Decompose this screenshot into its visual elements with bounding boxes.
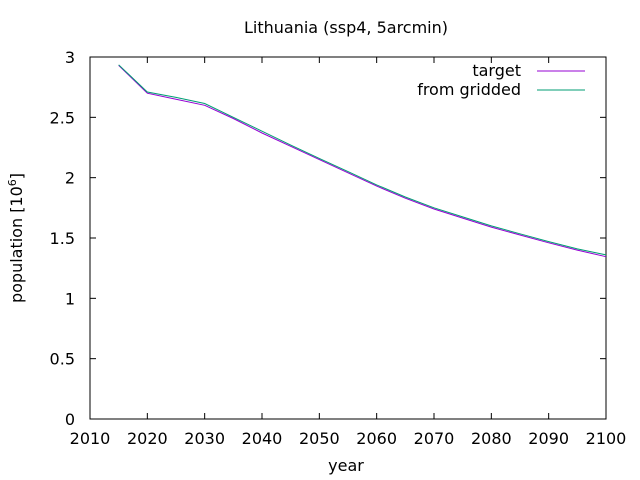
x-tick-label: 2040	[242, 429, 283, 448]
x-tick-label: 2010	[70, 429, 111, 448]
y-tick-label: 2.5	[50, 108, 75, 127]
legend-label-from-gridded: from gridded	[417, 80, 521, 99]
x-tick-label: 2070	[414, 429, 455, 448]
x-axis: 2010 2020 2030 2040 2050 2060 2070 2080 2090 2100	[70, 57, 627, 448]
series-line-target	[118, 65, 607, 258]
y-tick-label: 3	[65, 48, 75, 67]
x-tick-label: 2090	[528, 429, 569, 448]
y-tick-label: 1.5	[50, 229, 75, 248]
y-tick-label: 2	[65, 169, 75, 188]
legend-label-target: target	[472, 61, 521, 80]
x-tick-label: 2050	[299, 429, 340, 448]
chart-title: Lithuania (ssp4, 5arcmin)	[244, 18, 448, 37]
series-line-from-gridded	[118, 64, 607, 256]
y-tick-label: 0	[65, 410, 75, 429]
series-lines	[118, 64, 607, 258]
y-axis-label-close: ]	[7, 173, 26, 179]
x-tick-label: 2100	[586, 429, 627, 448]
x-tick-label: 2020	[127, 429, 168, 448]
y-axis-label-main: population [10	[7, 186, 26, 303]
x-axis-label: year	[328, 456, 364, 475]
x-tick-label: 2060	[356, 429, 397, 448]
x-tick-label: 2080	[471, 429, 512, 448]
y-tick-label: 1	[65, 289, 75, 308]
y-axis-label: population [106]	[6, 173, 26, 303]
y-axis-label-exponent: 6	[6, 179, 19, 186]
x-tick-label: 2030	[184, 429, 225, 448]
y-axis: 0 0.5 1 1.5 2 2.5 3	[50, 48, 606, 429]
y-tick-label: 0.5	[50, 350, 75, 369]
plot-frame	[89, 56, 607, 420]
